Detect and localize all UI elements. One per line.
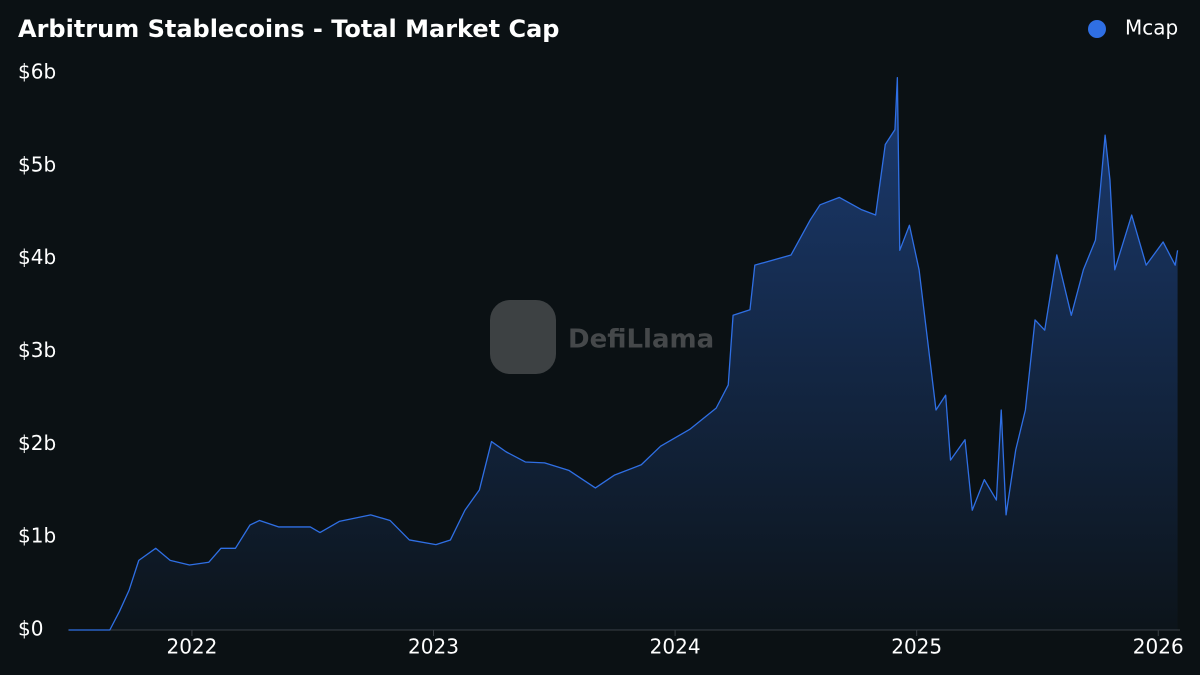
y-tick-label: $5b bbox=[18, 152, 56, 176]
chart-title: Arbitrum Stablecoins - Total Market Cap bbox=[18, 15, 559, 43]
y-tick-label: $0 bbox=[18, 617, 43, 641]
y-tick-label: $3b bbox=[18, 338, 56, 362]
watermark: DefiLlama bbox=[490, 300, 714, 374]
y-tick-label: $2b bbox=[18, 431, 56, 455]
x-tick-label: 2026 bbox=[1133, 635, 1184, 659]
y-tick-label: $6b bbox=[18, 60, 56, 84]
watermark-logo bbox=[490, 300, 556, 374]
x-tick-label: 2022 bbox=[166, 635, 217, 659]
legend-label: Mcap bbox=[1125, 16, 1178, 40]
x-tick-label: 2025 bbox=[891, 635, 942, 659]
y-tick-label: $4b bbox=[18, 245, 56, 269]
watermark-text: DefiLlama bbox=[568, 325, 714, 355]
x-tick-label: 2023 bbox=[408, 635, 459, 659]
x-tick-label: 2024 bbox=[650, 635, 701, 659]
line bbox=[68, 76, 1179, 631]
area bbox=[68, 77, 1178, 631]
y-tick-label: $1b bbox=[18, 524, 56, 548]
legend-marker bbox=[1088, 20, 1106, 38]
